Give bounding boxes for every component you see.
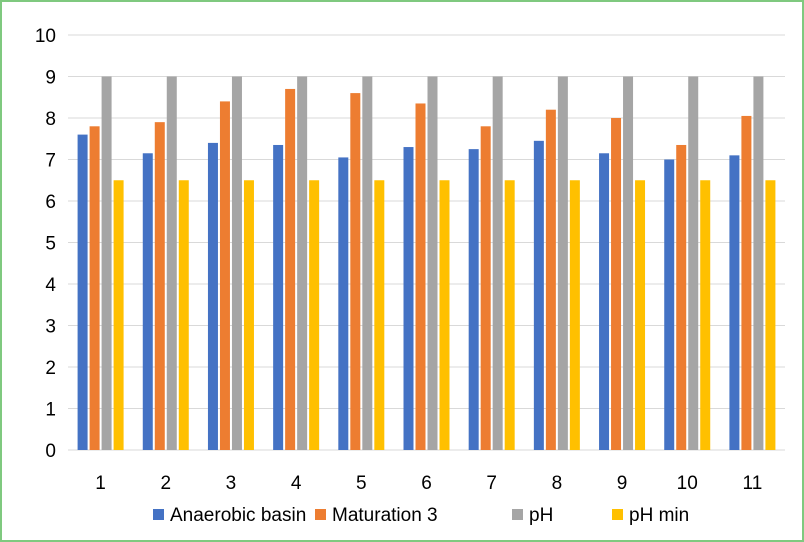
- legend-label: Anaerobic basin: [170, 505, 306, 526]
- bar-anaerobic-basin: [403, 147, 414, 451]
- bar-ph: [297, 76, 308, 450]
- legend-label: pH min: [629, 505, 689, 526]
- bar-ph: [753, 76, 764, 450]
- x-tick-label: 5: [356, 473, 367, 494]
- legend-label: Maturation 3: [332, 505, 438, 526]
- y-tick-label: 3: [45, 317, 56, 338]
- x-tick-label: 1: [95, 473, 106, 494]
- legend-swatch: [612, 509, 623, 520]
- x-tick-label: 8: [552, 473, 563, 494]
- bar-anaerobic-basin: [664, 159, 675, 450]
- legend-swatch: [153, 509, 164, 520]
- bar-ph-min: [243, 180, 254, 450]
- y-tick-label: 6: [45, 192, 56, 213]
- bar-ph: [362, 76, 373, 450]
- bar-ph-min: [113, 180, 124, 450]
- bar-maturation-3: [89, 126, 100, 451]
- legend-swatch: [315, 509, 326, 520]
- bar-ph-min: [504, 180, 515, 450]
- bar-ph: [166, 76, 177, 450]
- y-tick-label: 9: [45, 68, 56, 89]
- bar-maturation-3: [350, 93, 361, 450]
- bar-anaerobic-basin: [77, 134, 88, 450]
- y-tick-label: 1: [45, 400, 56, 421]
- bar-maturation-3: [545, 109, 556, 450]
- bar-maturation-3: [741, 115, 752, 451]
- bar-ph: [427, 76, 438, 450]
- bar-maturation-3: [611, 118, 622, 450]
- bar-ph: [492, 76, 503, 450]
- bar-anaerobic-basin: [207, 142, 218, 450]
- y-tick-label: 7: [45, 151, 56, 172]
- x-tick-label: 4: [291, 473, 302, 494]
- bar-anaerobic-basin: [468, 149, 479, 450]
- x-tick-label: 10: [677, 473, 698, 494]
- bar-ph: [231, 76, 242, 450]
- bar-maturation-3: [415, 103, 426, 450]
- bar-anaerobic-basin: [599, 153, 610, 450]
- x-tick-label: 2: [160, 473, 171, 494]
- x-tick-label: 11: [743, 473, 763, 494]
- bar-anaerobic-basin: [273, 144, 284, 450]
- y-tick-label: 8: [45, 109, 56, 130]
- y-tick-label: 0: [45, 441, 56, 462]
- bar-anaerobic-basin: [338, 157, 349, 451]
- bar-ph-min: [374, 180, 385, 450]
- bar-ph-min: [765, 180, 776, 450]
- bar-ph-min: [569, 180, 580, 450]
- y-tick-label: 10: [35, 26, 56, 47]
- bar-maturation-3: [285, 88, 296, 450]
- bar-ph-min: [309, 180, 320, 450]
- y-tick-label: 2: [45, 358, 56, 379]
- bar-anaerobic-basin: [142, 153, 153, 450]
- x-tick-label: 9: [617, 473, 628, 494]
- y-tick-label: 4: [45, 275, 56, 296]
- x-tick-label: 6: [421, 473, 432, 494]
- bar-ph: [688, 76, 699, 450]
- legend-swatch: [512, 509, 523, 520]
- bar-maturation-3: [154, 122, 165, 451]
- x-tick-label: 3: [226, 473, 237, 494]
- y-tick-label: 5: [45, 234, 56, 255]
- x-tick-label: 7: [486, 473, 497, 494]
- bar-ph-min: [635, 180, 646, 450]
- bar-anaerobic-basin: [533, 140, 544, 450]
- bar-ph-min: [439, 180, 450, 450]
- bar-anaerobic-basin: [729, 155, 740, 450]
- bar-ph: [557, 76, 568, 450]
- bar-maturation-3: [480, 126, 491, 451]
- bar-maturation-3: [219, 101, 230, 451]
- bar-ph-min: [178, 180, 189, 450]
- bar-ph: [101, 76, 112, 450]
- legend-label: pH: [529, 505, 553, 526]
- bar-maturation-3: [676, 144, 687, 450]
- bar-ph-min: [700, 180, 711, 450]
- bar-ph: [623, 76, 634, 450]
